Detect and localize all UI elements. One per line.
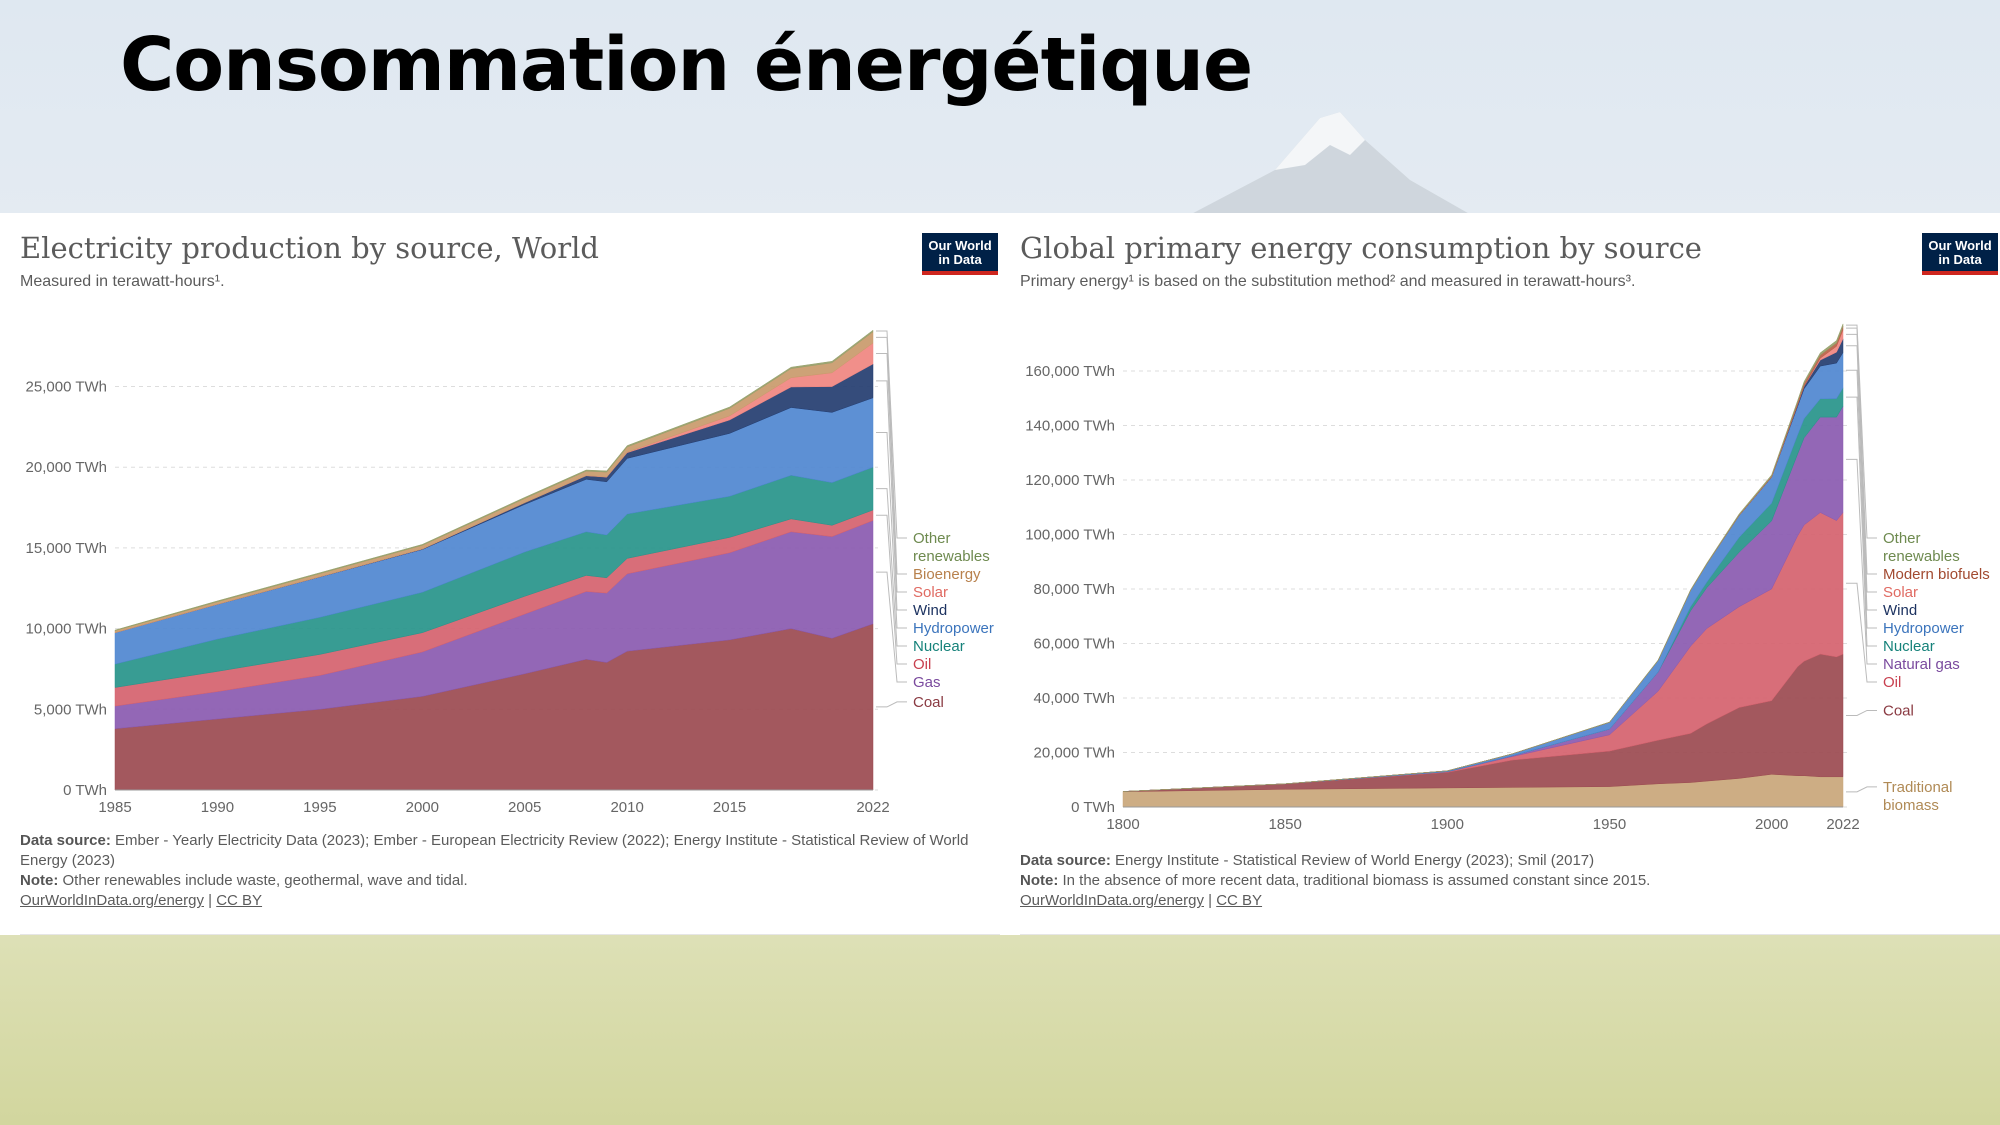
- legend-connector: [1846, 345, 1877, 611]
- mountain-background: [1180, 112, 1480, 220]
- legend-connector: [876, 701, 907, 708]
- legend-label-bioenergy[interactable]: Bioenergy: [913, 566, 981, 583]
- chart-subtitle: Measured in terawatt-hours¹.: [20, 273, 225, 290]
- x-tick-label: 1995: [303, 799, 336, 816]
- legend-label-solar[interactable]: Solar: [1883, 584, 1918, 601]
- x-tick-label: 1800: [1106, 816, 1139, 833]
- chart-notes: Data source: Energy Institute - Statisti…: [1020, 851, 1970, 911]
- legend-label-coal[interactable]: Coal: [913, 694, 944, 711]
- x-tick-label: 2000: [1755, 816, 1788, 833]
- legend-label-wind[interactable]: Wind: [913, 602, 947, 619]
- y-tick-label: 10,000 TWh: [26, 621, 107, 638]
- legend-label-hydropower[interactable]: Hydropower: [913, 620, 994, 637]
- y-tick-label: 25,000 TWh: [26, 379, 107, 396]
- slide-title: Consommation énergétique: [120, 22, 1253, 108]
- license-link[interactable]: CC BY: [1216, 892, 1263, 909]
- x-tick-label: 1900: [1431, 816, 1464, 833]
- owid-logo[interactable]: Our World in Data: [922, 233, 998, 275]
- data-source-line: Data source: Ember - Yearly Electricity …: [20, 832, 969, 869]
- y-tick-label: 20,000 TWh: [26, 459, 107, 476]
- y-tick-label: 20,000 TWh: [1034, 745, 1115, 762]
- legend-connector: [1846, 369, 1877, 629]
- legend-connector: [876, 352, 907, 593]
- legend-label-hydropower[interactable]: Hydropower: [1883, 620, 1964, 637]
- legend-label-gas[interactable]: Gas: [913, 674, 941, 691]
- chart-title: Electricity production by source, World: [20, 231, 599, 265]
- legend-connector: [876, 514, 907, 665]
- legend-label-other-renewables[interactable]: renewables: [1883, 548, 1960, 565]
- legend-connector: [1846, 458, 1877, 665]
- chart-panel-primary-energy: Global primary energy consumption by sou…: [1000, 213, 2000, 935]
- legend-label-other-renewables[interactable]: Other: [1883, 530, 1921, 547]
- y-tick-label: 15,000 TWh: [26, 540, 107, 557]
- owid-energy-link[interactable]: OurWorldInData.org/energy: [20, 892, 204, 909]
- legend-label-traditional-biomass[interactable]: Traditional: [1883, 779, 1952, 796]
- data-source-line: Data source: Energy Institute - Statisti…: [1020, 852, 1595, 869]
- x-tick-label: 2000: [406, 799, 439, 816]
- y-tick-label: 5,000 TWh: [34, 701, 107, 718]
- legend-label-coal[interactable]: Coal: [1883, 702, 1914, 719]
- chart-title: Global primary energy consumption by sou…: [1020, 231, 1702, 265]
- legend-connector: [1846, 333, 1877, 593]
- y-tick-label: 0 TWh: [63, 782, 107, 799]
- x-tick-label: 1985: [98, 799, 131, 816]
- legend-connector: [1846, 396, 1877, 647]
- legend-connector: [1846, 786, 1877, 793]
- x-tick-label: 2015: [713, 799, 746, 816]
- x-tick-label: 1990: [201, 799, 234, 816]
- x-tick-label: 2005: [508, 799, 541, 816]
- legend-connector: [1846, 709, 1877, 716]
- owid-logo[interactable]: Our World in Data: [1922, 233, 1998, 275]
- x-tick-label: 1850: [1268, 816, 1301, 833]
- area-other-renewables[interactable]: [114, 329, 874, 632]
- y-tick-label: 120,000 TWh: [1025, 472, 1115, 489]
- legend-label-modern-biofuels[interactable]: Modern biofuels: [1883, 566, 1990, 583]
- primary-energy-area-chart: 0 TWh 20,000 TWh 40,000 TWh 60,000 TWh 80,00…: [1025, 323, 1990, 833]
- legend-label-traditional-biomass[interactable]: biomass: [1883, 797, 1939, 814]
- legend-connector: [876, 571, 907, 683]
- license-link[interactable]: CC BY: [216, 892, 263, 909]
- legend-connector: [876, 488, 907, 647]
- legend-connector: [876, 330, 907, 539]
- legend-connector: [876, 336, 907, 575]
- y-tick-label: 140,000 TWh: [1025, 418, 1115, 435]
- legend-label-natural-gas[interactable]: Natural gas: [1883, 656, 1960, 673]
- y-tick-label: 100,000 TWh: [1025, 527, 1115, 544]
- legend-label-oil[interactable]: Oil: [1883, 674, 1901, 691]
- legend-label-other-renewables[interactable]: renewables: [913, 548, 990, 565]
- area-other-renewables[interactable]: [1122, 323, 1844, 792]
- legend-connector: [876, 432, 907, 629]
- source-links: OurWorldInData.org/energy | CC BY: [20, 892, 263, 909]
- chart-subtitle: Primary energy¹ is based on the substitu…: [1020, 273, 1636, 290]
- y-tick-label: 60,000 TWh: [1034, 636, 1115, 653]
- x-tick-label: 1950: [1593, 816, 1626, 833]
- chart-panel-electricity: Electricity production by source, World …: [0, 213, 1000, 935]
- source-links: OurWorldInData.org/energy | CC BY: [1020, 892, 1263, 909]
- legend-label-other-renewables[interactable]: Other: [913, 530, 951, 547]
- legend-label-wind[interactable]: Wind: [1883, 602, 1917, 619]
- note-line: Note: In the absence of more recent data…: [1020, 872, 1651, 889]
- legend-label-nuclear[interactable]: Nuclear: [913, 638, 965, 655]
- x-tick-label: 2010: [610, 799, 643, 816]
- y-tick-label: 80,000 TWh: [1034, 581, 1115, 598]
- note-line: Note: Other renewables include waste, ge…: [20, 872, 468, 889]
- legend-connector: [1846, 324, 1877, 539]
- divider: [1020, 934, 2000, 935]
- legend-label-oil[interactable]: Oil: [913, 656, 931, 673]
- y-tick-label: 160,000 TWh: [1025, 363, 1115, 380]
- legend-connector: [876, 380, 907, 611]
- x-tick-label: 2022: [856, 799, 889, 816]
- electricity-area-chart: 0 TWh 5,000 TWh 10,000 TWh 15,000 TWh 20,000…: [26, 329, 994, 816]
- y-tick-label: 40,000 TWh: [1034, 690, 1115, 707]
- legend-label-nuclear[interactable]: Nuclear: [1883, 638, 1935, 655]
- owid-energy-link[interactable]: OurWorldInData.org/energy: [1020, 892, 1204, 909]
- x-tick-label: 2022: [1826, 816, 1859, 833]
- legend-label-solar[interactable]: Solar: [913, 584, 948, 601]
- y-tick-label: 0 TWh: [1071, 799, 1115, 816]
- chart-notes: Data source: Ember - Yearly Electricity …: [20, 831, 970, 911]
- legend-connector: [1846, 582, 1877, 683]
- divider: [20, 934, 1000, 935]
